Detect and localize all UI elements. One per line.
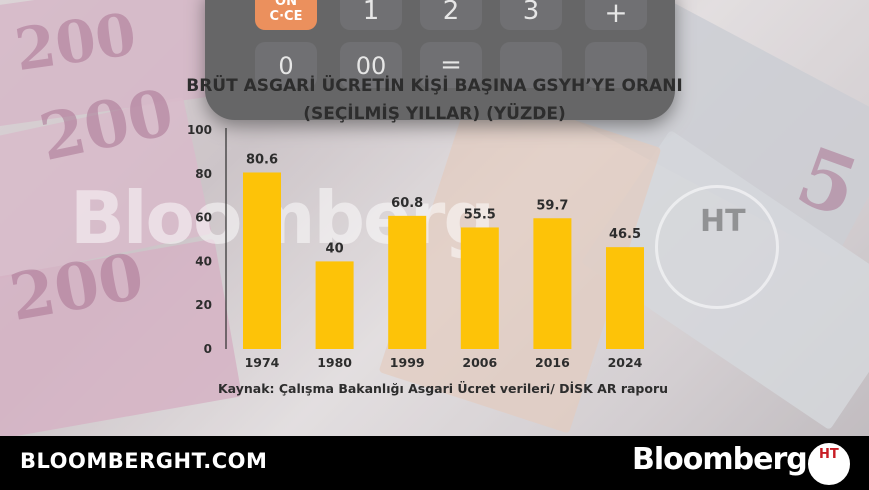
ht-logo <box>808 443 850 485</box>
calculator-key <box>420 0 482 30</box>
site-url[interactable]: BLOOMBERGHT.COM <box>20 449 268 473</box>
ht-logo-letters: HT <box>819 447 839 462</box>
calculator-key <box>255 42 317 88</box>
calculator-key <box>500 42 562 88</box>
calculator: ON C·CE 1 2 3 + 0 00 = <box>205 0 675 120</box>
x-tick-label: 1980 <box>317 355 352 370</box>
y-tick-label: 40 <box>195 254 212 268</box>
calculator-key-label: 00 <box>355 52 387 80</box>
ht-watermark-letters: HT <box>700 204 746 239</box>
calculator-key <box>340 42 402 88</box>
calculator-key-label: 0 <box>278 52 294 80</box>
y-tick-label: 60 <box>195 211 212 225</box>
calculator-key-label: 3 <box>522 0 540 26</box>
x-tick-label: 1999 <box>390 355 425 370</box>
bar-value-label: 80.6 <box>246 152 278 167</box>
y-tick-label: 0 <box>204 342 212 356</box>
calculator-key-label: = <box>440 50 462 80</box>
bar-value-label: 60.8 <box>391 196 423 211</box>
chart-title-line-1: BRÜT ASGARİ ÜCRETİN KİŞİ BAŞINA GSYH’YE … <box>186 76 683 96</box>
calculator-key <box>585 42 647 88</box>
calculator-key <box>340 0 402 30</box>
chart-title: BRÜT ASGARİ ÜCRETİN KİŞİ BAŞINA GSYH’YE … <box>0 72 869 128</box>
footer-bar <box>0 436 869 490</box>
calculator-key <box>420 42 482 88</box>
bar <box>533 218 572 349</box>
calculator-key-label: ON C·CE <box>269 0 303 24</box>
calculator-key-label: 1 <box>362 0 380 26</box>
ht-watermark-logo <box>655 185 779 309</box>
bar <box>388 215 427 349</box>
bar <box>606 247 644 349</box>
calculator-key <box>255 0 317 30</box>
x-tick-label: 2016 <box>535 355 570 370</box>
x-tick-label: 1974 <box>245 355 280 370</box>
chart-title-line-2: (SEÇİLMİŞ YILLAR) (YÜZDE) <box>303 104 566 124</box>
y-tick-label: 80 <box>195 167 212 181</box>
source-note: Kaynak: Çalışma Bakanlığı Asgari Ücret v… <box>218 381 669 396</box>
bar-value-label: 59.7 <box>536 198 568 213</box>
bar <box>315 261 354 349</box>
bar <box>460 227 499 349</box>
bar-value-label: 40 <box>326 241 344 256</box>
bar <box>243 172 281 349</box>
bar-value-label: 46.5 <box>609 227 641 242</box>
calculator-key-label: 2 <box>442 0 460 26</box>
calculator-key <box>500 0 562 30</box>
calculator-key-label: + <box>604 0 628 29</box>
bar-chart: 0 20 40 60 80 100 80.6 1974 40 1980 60.8 1999 55.5 20… <box>187 123 644 370</box>
x-tick-label: 2024 <box>608 355 643 370</box>
bloomberg-logo: Bloomberg <box>632 442 808 477</box>
x-tick-label: 2006 <box>462 355 497 370</box>
y-tick-label: 100 <box>187 123 212 137</box>
y-tick-label: 20 <box>195 298 212 312</box>
bar-value-label: 55.5 <box>464 207 496 222</box>
calculator-key <box>585 0 647 30</box>
